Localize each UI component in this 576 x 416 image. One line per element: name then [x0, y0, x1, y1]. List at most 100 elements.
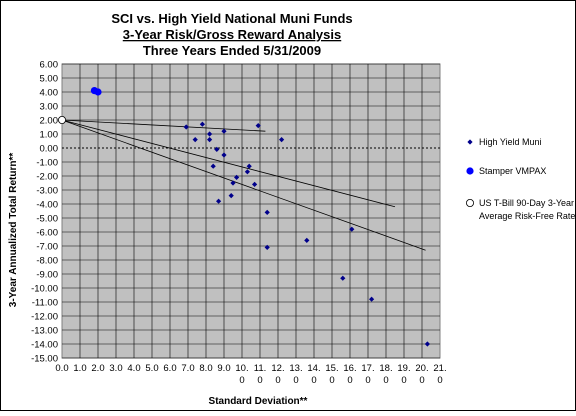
y-tick-label: -3.00 — [36, 186, 58, 197]
x-tick-label: 8.0 — [199, 363, 212, 374]
y-tick-label: 6.00 — [40, 60, 59, 71]
data-point — [192, 137, 198, 143]
data-point — [199, 121, 205, 127]
legend: High Yield Muni Stamper VMPAX US T-Bill 90… — [465, 137, 575, 221]
x-tick-label: 0.0 — [55, 363, 68, 374]
x-tick-label: 10. — [235, 363, 248, 374]
legend-label: US T-Bill 90-Day 3-Year — [479, 198, 574, 208]
data-point — [279, 137, 285, 143]
y-tick-label: -13.00 — [31, 326, 58, 337]
data-point — [264, 209, 270, 215]
data-point — [210, 163, 216, 169]
trend-line — [61, 119, 426, 251]
data-point — [234, 174, 240, 180]
x-tick-label: 0 — [329, 375, 334, 386]
data-point — [246, 163, 252, 169]
y-tick-label: 5.00 — [40, 74, 59, 85]
y-tick-label: -10.00 — [31, 284, 58, 295]
x-tick-label: 7.0 — [181, 363, 194, 374]
data-point — [207, 131, 213, 137]
x-tick-label: 1.0 — [73, 363, 86, 374]
x-tick-label: 16. — [343, 363, 356, 374]
legend-label: Average Risk-Free Rate — [479, 211, 575, 221]
y-tick-label: -7.00 — [36, 242, 58, 253]
y-tick-label: -1.00 — [36, 158, 58, 169]
x-tick-label: 18. — [379, 363, 392, 374]
x-axis-label: Standard Deviation** — [209, 396, 308, 407]
data-point — [221, 152, 227, 158]
x-tick-label: 13. — [289, 363, 302, 374]
y-tick-label: 1.00 — [40, 130, 59, 141]
legend-marker — [466, 167, 474, 175]
chart-title: SCI vs. High Yield National Muni Funds — [111, 11, 352, 26]
data-point — [264, 244, 270, 250]
chart-subtitle: 3-Year Risk/Gross Reward Analysis — [123, 27, 341, 42]
x-tick-label: 0 — [401, 375, 406, 386]
data-point — [207, 137, 213, 143]
legend-marker — [467, 139, 473, 145]
x-tick-label: 11. — [254, 363, 267, 374]
data-point — [304, 237, 310, 243]
data-point — [216, 198, 222, 204]
y-tick-label: 2.00 — [40, 116, 59, 127]
trend-line — [61, 119, 396, 208]
data-point — [244, 169, 250, 175]
y-tick-label: -15.00 — [31, 354, 58, 365]
data-point — [349, 226, 355, 232]
x-tick-label: 0 — [311, 375, 316, 386]
legend-marker — [465, 198, 474, 207]
data-point — [58, 116, 67, 125]
y-tick-label: -2.00 — [36, 172, 58, 183]
data-point — [369, 296, 375, 302]
y-tick-label: -14.00 — [31, 340, 58, 351]
y-tick-label: -12.00 — [31, 312, 58, 323]
x-tick-label: 9.0 — [217, 363, 230, 374]
y-tick-label: -11.00 — [32, 298, 58, 309]
data-point — [228, 193, 234, 199]
y-tick-label: -9.00 — [36, 270, 58, 281]
chart-subtitle-period: Three Years Ended 5/31/2009 — [143, 43, 321, 58]
x-tick-label: 5.0 — [145, 363, 158, 374]
y-tick-label: -4.00 — [36, 200, 58, 211]
data-point — [424, 341, 430, 347]
x-tick-label: 0 — [383, 375, 388, 386]
x-tick-label: 0 — [275, 375, 280, 386]
x-tick-label: 0 — [347, 375, 352, 386]
x-tick-label: 0 — [365, 375, 370, 386]
x-tick-label: 20. — [415, 363, 428, 374]
data-point — [255, 123, 261, 129]
x-tick-label: 0 — [257, 375, 262, 386]
data-point — [252, 181, 258, 187]
legend-label: High Yield Muni — [479, 137, 542, 147]
y-tick-label: -8.00 — [36, 256, 58, 267]
plot-area: 6.005.004.003.002.001.000.00-1.00-2.00-3… — [31, 60, 447, 387]
data-point — [183, 124, 189, 130]
x-tick-label: 6.0 — [163, 363, 176, 374]
y-tick-label: 4.00 — [40, 88, 59, 99]
data-point — [94, 88, 102, 96]
x-tick-label: 4.0 — [127, 363, 140, 374]
y-tick-label: -5.00 — [36, 214, 58, 225]
data-point — [214, 146, 220, 152]
x-tick-label: 0 — [419, 375, 424, 386]
x-tick-label: 3.0 — [109, 363, 122, 374]
y-tick-label: 0.00 — [40, 144, 59, 155]
x-tick-label: 12. — [271, 363, 284, 374]
data-point — [340, 275, 346, 281]
data-point — [230, 180, 236, 186]
x-tick-label: 19. — [397, 363, 410, 374]
x-tick-label: 0 — [437, 375, 442, 386]
trend-line — [61, 119, 266, 132]
x-tick-label: 0 — [293, 375, 298, 386]
y-tick-label: -6.00 — [36, 228, 58, 239]
x-tick-label: 15. — [325, 363, 338, 374]
x-tick-label: 14. — [307, 363, 320, 374]
x-tick-label: 0 — [239, 375, 244, 386]
data-point — [221, 128, 227, 134]
x-tick-label: 21. — [433, 363, 446, 374]
y-axis-label: 3-Year Annualized Total Return** — [8, 153, 19, 308]
x-tick-label: 2.0 — [91, 363, 104, 374]
legend-label: Stamper VMPAX — [479, 166, 546, 176]
